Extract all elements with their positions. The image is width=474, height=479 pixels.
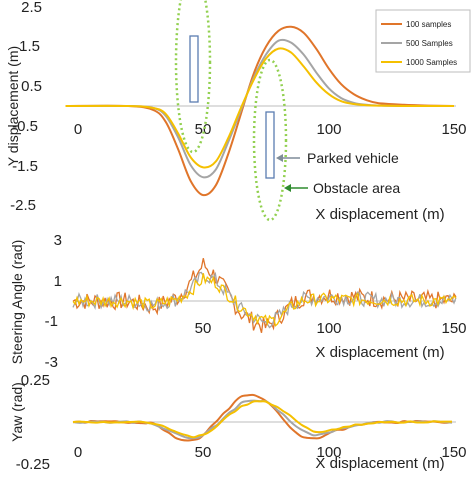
parked-vehicle-upper: [189, 35, 199, 103]
y-tick-label: 0.25: [21, 372, 50, 389]
y-tick-label: 0.5: [21, 78, 42, 95]
steering-angle-panel: 3 1 -1 -3 50 100 150 Steering Angle (rad) X disp…: [9, 232, 467, 371]
obstacle-area-label: Obstacle area: [313, 180, 400, 196]
y-tick-label: 1: [54, 273, 62, 290]
series-line-s100: [65, 25, 455, 197]
y-tick-label: 1.5: [19, 38, 40, 55]
parked-vehicle-label: Parked vehicle: [307, 150, 399, 166]
y-axis-label: Yaw (rad): [9, 382, 25, 442]
series-line-s1000: [72, 273, 457, 327]
x-tick-label: 0: [74, 444, 82, 461]
legend-label: 1000 Samples: [406, 58, 457, 67]
parked-vehicle-lower: [265, 111, 275, 179]
x-tick-label: 100: [316, 320, 341, 337]
y-axis-label: Y displacement (m): [5, 46, 21, 166]
y-tick-label: -1: [45, 313, 58, 330]
x-tick-label: 0: [74, 121, 82, 138]
obstacle-area-arrowhead: [284, 184, 291, 192]
x-tick-label: 50: [195, 121, 212, 138]
x-tick-label: 50: [195, 320, 212, 337]
x-tick-label: 150: [441, 444, 466, 461]
y-axis-label: Steering Angle (rad): [9, 240, 25, 365]
y-tick-label: -1.5: [12, 158, 38, 175]
legend-label: 500 Samples: [406, 39, 453, 48]
x-tick-label: 50: [195, 444, 212, 461]
x-axis-label: X displacement (m): [315, 344, 444, 361]
series-line-s1000: [65, 47, 454, 169]
x-axis-label: X displacement (m): [315, 455, 444, 472]
y-tick-label: 3: [54, 232, 62, 249]
x-axis-label: X displacement (m): [315, 206, 444, 223]
x-tick-label: 150: [441, 320, 466, 337]
y-tick-label: -0.5: [12, 118, 38, 135]
x-tick-label: 100: [316, 121, 341, 138]
legend-label: 100 samples: [406, 20, 451, 29]
parked-vehicle-arrowhead: [276, 154, 283, 162]
y-tick-label: -3: [45, 354, 58, 371]
y-tick-label: 2.5: [21, 0, 42, 16]
series-line-s1000: [72, 400, 452, 439]
y-tick-label: -2.5: [10, 197, 36, 214]
obstacle-area-lower: [252, 58, 288, 222]
obstacle-area-upper: [174, 0, 212, 154]
x-tick-label: 100: [316, 444, 341, 461]
y-displacement-panel: 2.5 1.5 0.5 -0.5 -1.5 -2.5 0 50 100 150 Y displace…: [5, 0, 471, 223]
series-line-s500: [72, 399, 453, 440]
yaw-panel: 0.25 -0.25 0 50 100 150 Yaw (rad) X displacemen…: [9, 372, 467, 473]
x-tick-label: 150: [441, 121, 466, 138]
y-tick-label: -0.25: [16, 456, 50, 473]
